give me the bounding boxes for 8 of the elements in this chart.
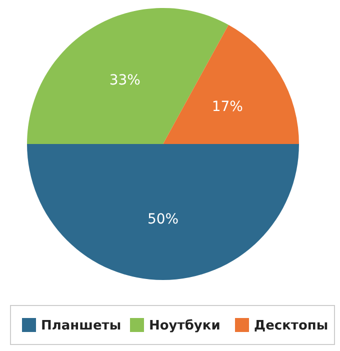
legend-label: Ноутбуки [149, 318, 220, 334]
pie-slice [163, 24, 299, 144]
data-label: 33% [109, 72, 140, 89]
pie-slice [27, 144, 299, 280]
data-label: 17% [212, 98, 243, 115]
data-label: 50% [147, 212, 179, 228]
legend-label: Планшеты [41, 318, 122, 334]
legend-label: Десктопы [254, 318, 328, 334]
